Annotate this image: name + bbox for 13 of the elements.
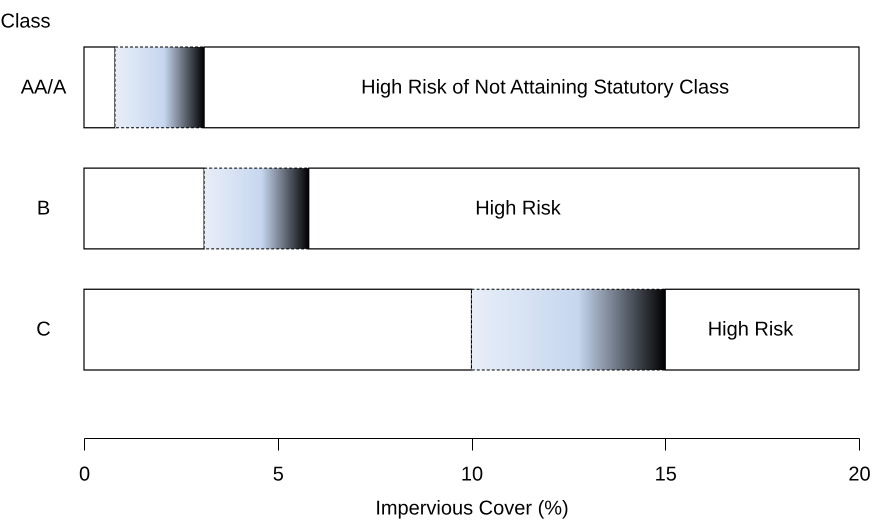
- y-tick-label: C: [36, 318, 51, 341]
- annotation: High Risk: [475, 198, 562, 220]
- y-tick-label: B: [36, 198, 50, 220]
- y-axis-title: Class: [0, 10, 51, 32]
- x-tick-label: 15: [654, 464, 677, 486]
- x-tick-label: 5: [272, 464, 284, 486]
- x-tick-label: 20: [848, 464, 871, 486]
- y-tick-label: AA/A: [20, 76, 67, 98]
- annotation: High Risk of Not Attaining Statutory Class: [361, 76, 730, 98]
- x-tick-label: 10: [460, 464, 484, 486]
- x-tick-label: 0: [78, 464, 90, 486]
- x-axis-title: Impervious Cover (%): [375, 498, 569, 520]
- annotation: High Risk: [708, 318, 794, 341]
